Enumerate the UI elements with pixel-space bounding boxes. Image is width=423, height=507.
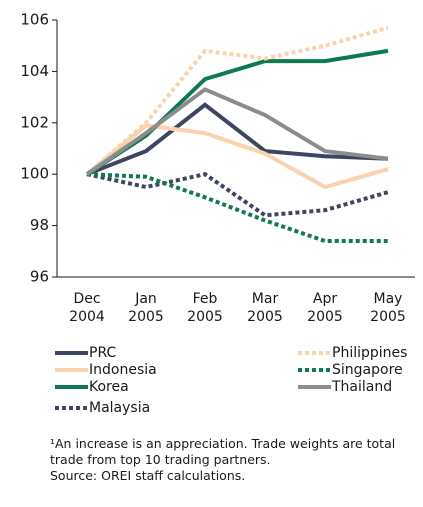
x-tick-label: May 2005: [370, 291, 406, 325]
legend-label: PRC: [89, 345, 116, 361]
legend-label: Singapore: [332, 362, 403, 378]
y-tick-label: 106: [20, 11, 49, 29]
x-tick-label: Feb 2005: [187, 291, 223, 325]
legend-label: Korea: [89, 379, 129, 395]
source: Source: OREI staff calculations.: [50, 468, 246, 483]
series-line: [86, 172, 389, 218]
footnote: ¹An increase is an appreciation. Trade w…: [50, 436, 400, 484]
y-tick-label: 100: [20, 165, 49, 183]
x-tick-label: Apr 2005: [307, 291, 343, 325]
note: ¹An increase is an appreciation. Trade w…: [50, 436, 396, 467]
x-tick-label: Jan 2005: [128, 291, 164, 325]
series-line: [85, 87, 389, 176]
legend-label: Philippines: [332, 345, 407, 361]
series-line: [86, 102, 389, 177]
x-tick-label: Mar 2005: [247, 291, 283, 325]
y-tick-label: 102: [20, 113, 49, 131]
y-tick-label: 98: [30, 216, 49, 234]
x-tick-label: Dec 2004: [69, 291, 105, 325]
legend-label: Thailand: [331, 379, 392, 395]
y-tick-label: 96: [30, 268, 49, 286]
legend-label: Indonesia: [89, 362, 157, 378]
legend-label: Malaysia: [89, 400, 150, 416]
series-line: [86, 172, 388, 244]
series-line: [85, 25, 389, 176]
y-tick-label: 104: [20, 62, 49, 80]
